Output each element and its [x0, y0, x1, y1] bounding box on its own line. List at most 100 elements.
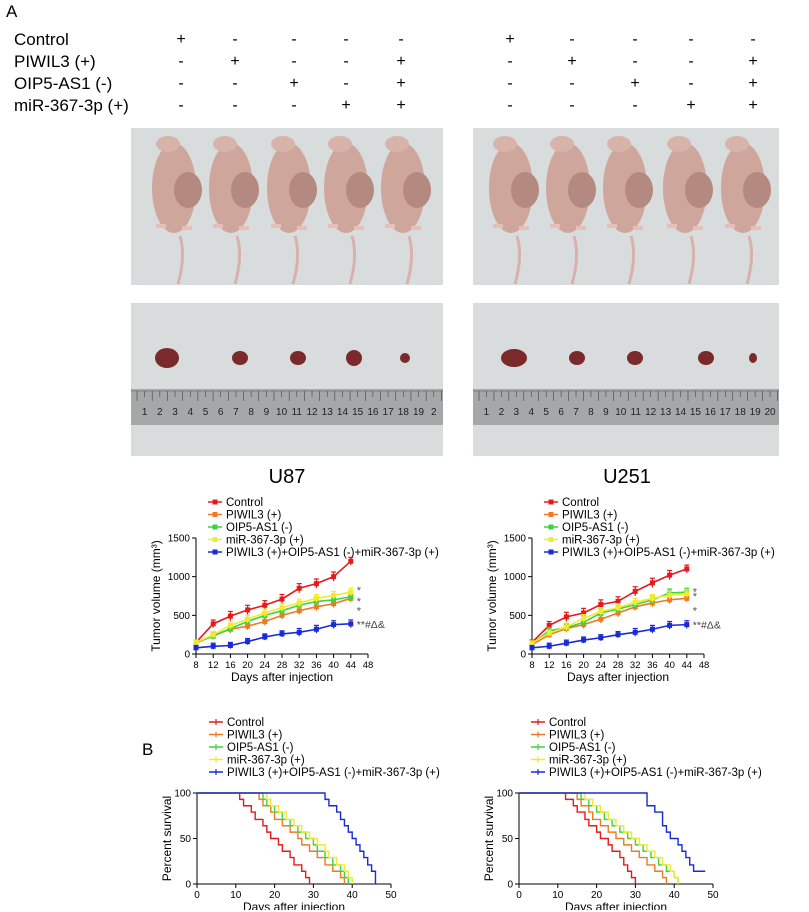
data-point — [348, 594, 354, 600]
ruler-number: 1 — [484, 407, 490, 418]
data-point — [632, 588, 638, 594]
photo-background — [473, 303, 779, 456]
ruler-number: 18 — [398, 407, 410, 418]
series-line — [195, 591, 351, 644]
mouse-figure — [324, 136, 374, 285]
x-axis-label: Days after injection — [565, 900, 667, 910]
mouse-figure — [267, 136, 317, 285]
minus-sign: - — [398, 31, 404, 48]
ruler-number: 2 — [499, 407, 505, 418]
mouse-tail — [570, 235, 579, 285]
mouse-paw — [607, 224, 617, 228]
x-tick-label: 16 — [561, 660, 572, 671]
survival-curve — [519, 792, 668, 884]
mouse-paw — [156, 224, 166, 228]
mouse-paw — [297, 226, 307, 230]
significance-annotation: * — [357, 596, 362, 608]
significance-annotation: **#Δ& — [357, 619, 385, 631]
data-point — [632, 599, 638, 605]
data-point — [245, 616, 251, 622]
tumor-bulge — [174, 172, 202, 208]
minus-sign: - — [232, 75, 238, 92]
minus-sign: - — [291, 53, 297, 70]
data-point — [210, 632, 216, 638]
legend-label: miR-367-3p (+) — [226, 535, 304, 547]
data-point — [581, 637, 587, 643]
ruler-number: 5 — [203, 407, 209, 418]
plus-sign: + — [230, 53, 240, 70]
ruler-number: 8 — [248, 407, 254, 418]
mouse-body — [489, 143, 533, 233]
ruler — [131, 389, 443, 425]
ruler-number: 20 — [765, 407, 777, 418]
minus-sign: - — [178, 97, 184, 114]
minus-sign: - — [232, 31, 238, 48]
minus-sign: - — [343, 31, 349, 48]
data-point — [245, 607, 251, 613]
data-point — [348, 621, 354, 627]
data-point — [210, 643, 216, 649]
legend-label: Control — [226, 497, 263, 509]
y-tick-label: 0 — [520, 650, 526, 661]
data-point — [245, 623, 251, 629]
ruler-number: 10 — [615, 407, 627, 418]
series-line — [531, 597, 687, 646]
ruler-number: 13 — [322, 407, 334, 418]
y-tick-label: 1500 — [168, 534, 191, 545]
data-point — [615, 605, 621, 611]
legend-label: PIWIL3 (+)+OIP5-AS1 (-)+miR-367-3p (+) — [227, 767, 440, 779]
ruler-number: 1 — [142, 407, 148, 418]
mouse-paw — [725, 224, 735, 228]
mouse-figure — [381, 136, 431, 285]
mouse-paw — [633, 226, 643, 230]
mouse-figure — [663, 136, 713, 285]
group-row-label: miR-367-3p (+) — [14, 96, 129, 115]
data-point — [313, 604, 319, 610]
y-axis-label: Tumor volume (mm³) — [485, 540, 499, 652]
minus-sign: - — [750, 31, 756, 48]
data-point — [684, 595, 690, 601]
legend-label: PIWIL3 (+) — [562, 510, 617, 522]
x-tick-label: 40 — [669, 890, 681, 901]
data-point — [615, 632, 621, 638]
mouse-paw — [751, 226, 761, 230]
data-point — [331, 601, 337, 607]
mice-image — [473, 128, 779, 285]
data-point — [262, 610, 268, 616]
tumor — [155, 348, 179, 368]
x-tick-label: 48 — [699, 660, 710, 671]
mouse-paw — [328, 224, 338, 228]
data-point — [227, 642, 233, 648]
data-point — [210, 621, 216, 627]
data-point — [227, 622, 233, 628]
significance-annotation: * — [357, 605, 362, 617]
survival-curve — [197, 792, 377, 884]
x-tick-label: 0 — [194, 890, 200, 901]
tumor-bulge — [743, 172, 771, 208]
legend-marker — [548, 499, 554, 505]
ruler-number: 6 — [218, 407, 224, 418]
significance-annotation: * — [357, 585, 362, 597]
mouse-tail — [176, 235, 185, 285]
tumor-bulge — [231, 172, 259, 208]
y-axis-label: Tumor volume (mm³) — [149, 540, 163, 652]
data-point — [632, 629, 638, 635]
x-tick-label: 10 — [230, 890, 242, 901]
tumor-bulge — [625, 172, 653, 208]
ruler-number: 14 — [337, 407, 349, 418]
legend-marker — [548, 512, 554, 517]
y-axis-label: Percent survival — [482, 796, 496, 881]
y-tick-label: 0 — [184, 650, 190, 661]
tumor — [290, 351, 306, 365]
group-row-label: Control — [14, 30, 69, 49]
data-point — [262, 634, 268, 640]
x-tick-label: 30 — [630, 890, 642, 901]
data-point — [581, 615, 587, 621]
mouse-figure — [209, 136, 259, 285]
minus-sign: - — [291, 97, 297, 114]
x-tick-label: 36 — [647, 660, 658, 671]
mouse-figure — [152, 136, 202, 285]
plus-sign: + — [396, 97, 406, 114]
plus-sign: + — [567, 53, 577, 70]
